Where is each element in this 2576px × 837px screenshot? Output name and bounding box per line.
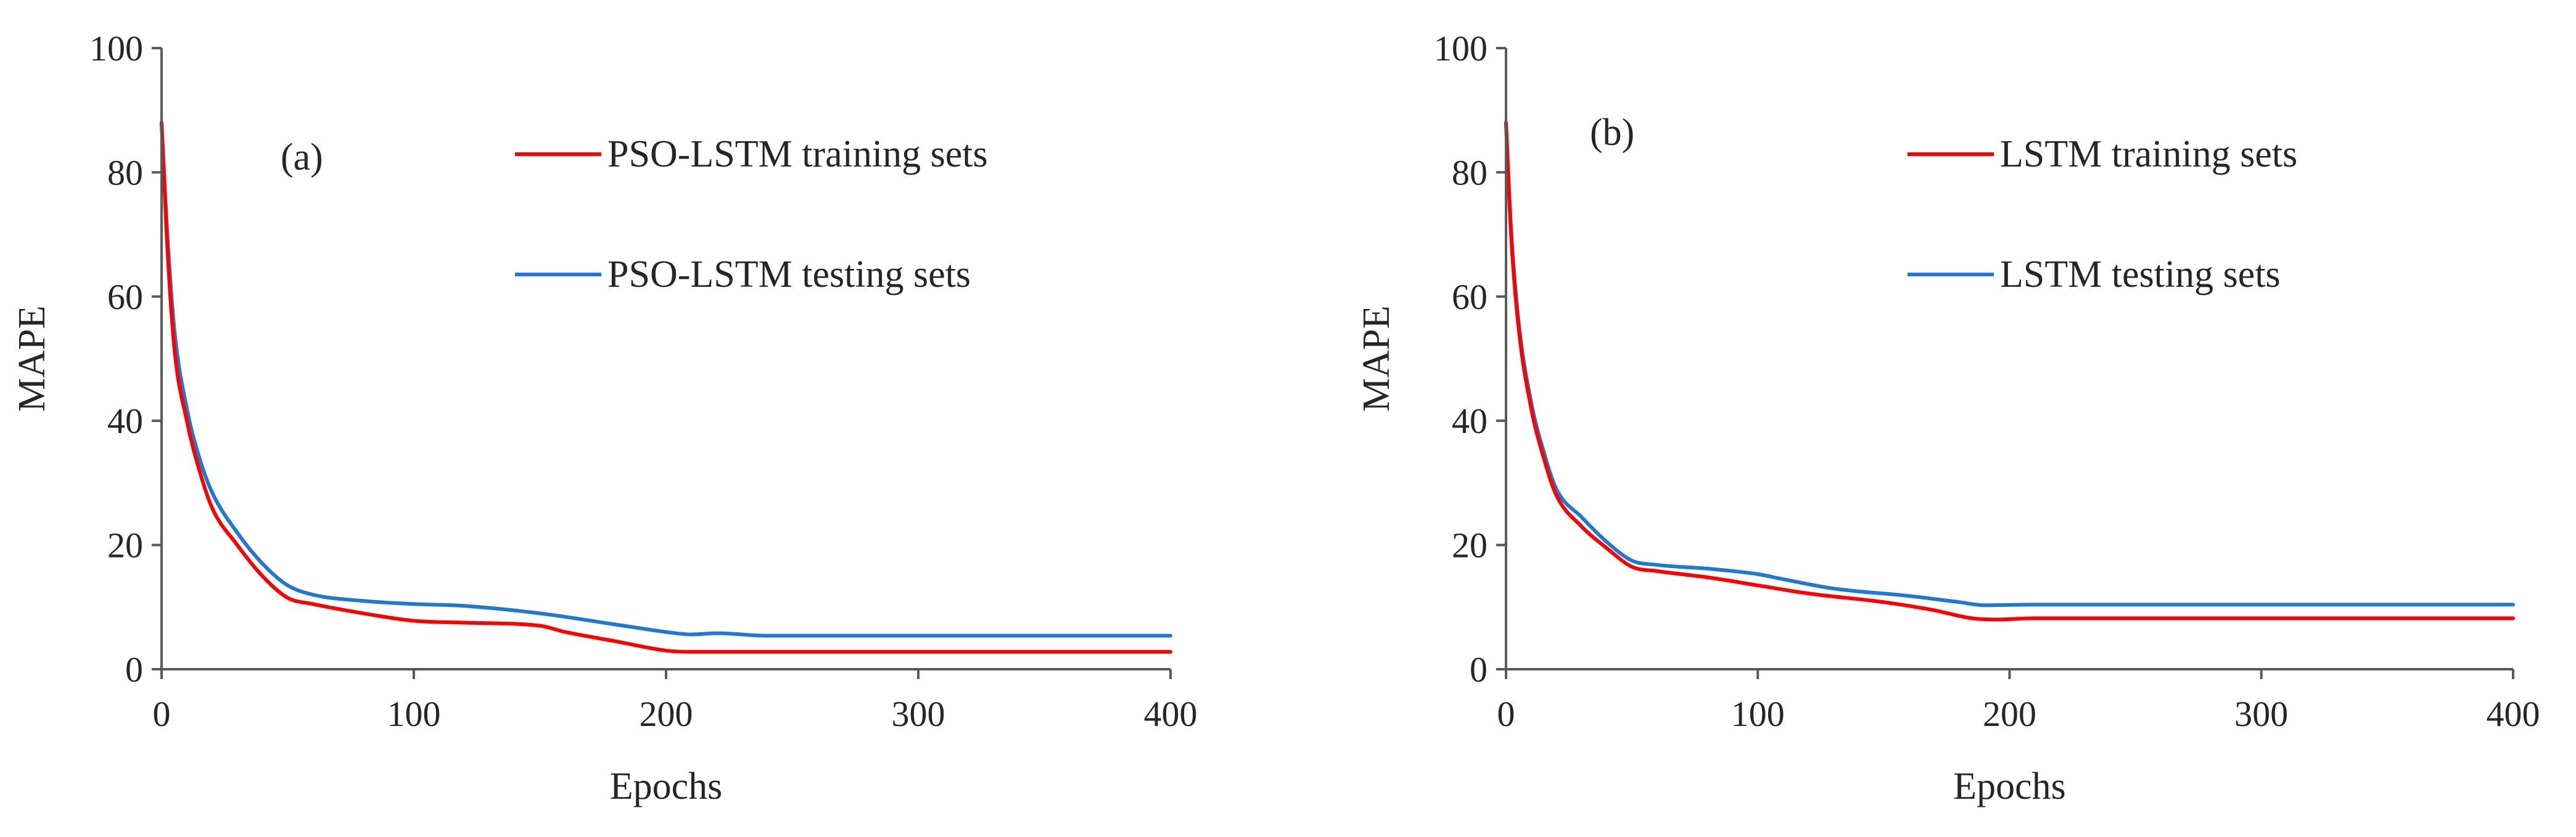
y-tick-label: 60 <box>1452 277 1488 317</box>
chart-panel-a: 0 20 40 60 80 100 0 100 200 300 400 Epochs MAPE (a… <box>11 28 1198 807</box>
x-axis-title-a: Epochs <box>610 765 723 807</box>
series-line-pso-lstm-training-sets <box>160 120 1172 654</box>
legend-label-lstm-training: LSTM training sets <box>2000 133 2297 175</box>
x-tick-label: 300 <box>892 694 945 734</box>
axis-ticks-b: 0 20 40 60 80 100 0 100 200 300 400 <box>1434 28 2540 734</box>
y-tick-label: 100 <box>89 28 143 68</box>
x-tick-label: 100 <box>387 694 441 734</box>
x-tick-label: 0 <box>1497 694 1515 734</box>
y-tick-label: 60 <box>107 277 143 317</box>
y-tick-label: 80 <box>107 152 143 192</box>
panel-label-a: (a) <box>281 136 323 178</box>
legend-label-pso-lstm-testing: PSO-LSTM testing sets <box>607 254 971 295</box>
series-line-lstm-training-sets <box>1504 120 2515 622</box>
y-tick-label: 0 <box>1470 649 1488 690</box>
x-axis-title-b: Epochs <box>1953 765 2066 807</box>
legend-a: PSO-LSTM training sets PSO-LSTM testing … <box>515 133 988 295</box>
x-tick-label: 200 <box>640 694 693 734</box>
y-tick-label: 100 <box>1434 28 1488 68</box>
y-tick-label: 40 <box>1452 401 1488 441</box>
legend-label-lstm-testing: LSTM testing sets <box>2000 254 2281 295</box>
y-tick-label: 80 <box>1452 152 1488 192</box>
x-tick-label: 400 <box>1144 694 1198 734</box>
chart-panel-b: 0 20 40 60 80 100 0 100 200 300 400 Epochs MAPE (b… <box>1356 28 2540 807</box>
x-tick-label: 100 <box>1731 694 1785 734</box>
axis-ticks-a: 0 20 40 60 80 100 0 100 200 300 400 <box>89 28 1198 734</box>
y-tick-label: 20 <box>107 526 143 566</box>
y-tick-label: 20 <box>1452 526 1488 566</box>
series-line-pso-lstm-testing-sets <box>160 120 1172 638</box>
panel-label-b: (b) <box>1590 112 1634 154</box>
y-tick-label: 0 <box>125 649 143 690</box>
y-tick-label: 40 <box>107 401 143 441</box>
x-tick-label: 200 <box>1983 694 2036 734</box>
x-tick-label: 300 <box>2234 694 2288 734</box>
legend-b: LSTM training sets LSTM testing sets <box>1907 133 2297 295</box>
series-line-lstm-testing-sets <box>1504 120 2515 608</box>
x-tick-label: 0 <box>153 694 171 734</box>
plot-lines-b <box>1504 120 2515 622</box>
x-tick-label: 400 <box>2487 694 2540 734</box>
plot-lines-a <box>160 120 1172 654</box>
legend-label-pso-lstm-training: PSO-LSTM training sets <box>607 133 988 175</box>
y-axis-title-a: MAPE <box>11 305 53 411</box>
y-axis-title-b: MAPE <box>1356 305 1397 411</box>
